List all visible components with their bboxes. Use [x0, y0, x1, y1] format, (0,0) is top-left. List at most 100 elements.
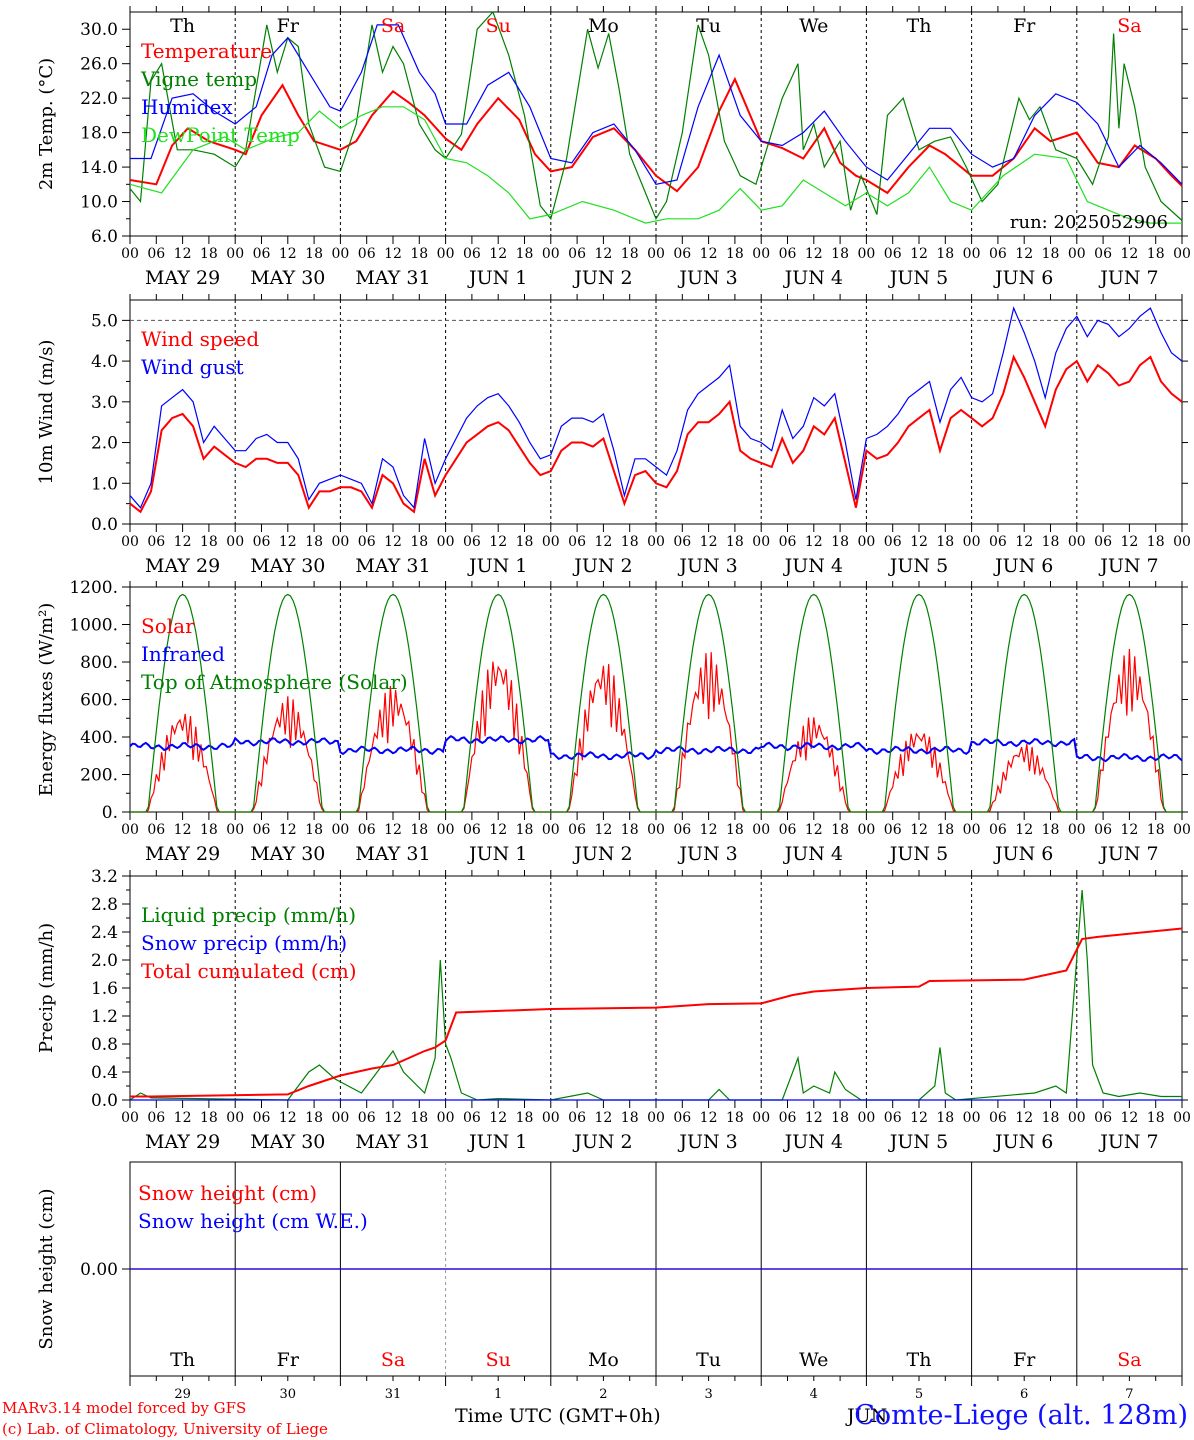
x-tick-label: 18: [726, 534, 744, 550]
y-tick-label: 2.4: [91, 923, 118, 943]
x-tick-label: 18: [410, 1110, 428, 1126]
date-label: JUN 7: [1098, 267, 1158, 289]
x-tick-label: 06: [253, 534, 271, 550]
x-tick-label: 12: [805, 1110, 823, 1126]
x-tick-label: 12: [1120, 822, 1138, 838]
x-tick-label: 18: [936, 1110, 954, 1126]
x-tick-label: 18: [200, 822, 218, 838]
x-tick-label: 18: [936, 534, 954, 550]
x-tick-label: 00: [121, 246, 139, 262]
x-axis-title: Time UTC (GMT+0h): [455, 1405, 661, 1427]
x-tick-label: 18: [936, 246, 954, 262]
x-tick-label: 18: [726, 246, 744, 262]
y-tick-label: 1200.: [69, 578, 118, 598]
day-name: Fr: [277, 1349, 300, 1371]
x-tick-label: 06: [779, 822, 797, 838]
y-tick-label: 26.0: [80, 55, 118, 75]
x-tick-label: 18: [516, 1110, 534, 1126]
x-tick-label: 18: [516, 822, 534, 838]
legend-entry: Wind speed: [141, 327, 259, 351]
x-tick-label: 12: [489, 534, 507, 550]
date-label: JUN 1: [467, 555, 527, 577]
day-number: 6: [1020, 1387, 1028, 1402]
x-tick-label: 00: [752, 246, 770, 262]
x-tick-label: 00: [857, 1110, 875, 1126]
y-axis-label: 2m Temp. (°C): [36, 58, 57, 190]
y-tick-label: 600.: [80, 691, 118, 711]
legend-entry: Top of Atmosphere (Solar): [141, 670, 408, 694]
date-label: JUN 5: [888, 555, 948, 577]
y-tick-label: 0.4: [91, 1063, 118, 1083]
x-tick-label: 00: [542, 534, 560, 550]
panel-4: [122, 870, 1188, 1108]
x-tick-label: 00: [1068, 822, 1086, 838]
x-tick-label: 12: [1120, 246, 1138, 262]
x-tick-label: 18: [726, 822, 744, 838]
x-tick-label: 18: [516, 246, 534, 262]
x-axis-month: JUN: [847, 1405, 888, 1427]
series-line-total-cumulated-cm: [130, 927, 1183, 1098]
x-tick-label: 06: [989, 534, 1007, 550]
date-label: MAY 30: [250, 843, 325, 865]
date-label: JUN 1: [467, 267, 527, 289]
x-tick-label: 00: [647, 534, 665, 550]
x-tick-label: 00: [437, 822, 455, 838]
x-tick-label: 00: [752, 1110, 770, 1126]
x-tick-label: 18: [410, 822, 428, 838]
x-tick-label: 18: [305, 534, 323, 550]
y-tick-label: 4.0: [91, 352, 118, 372]
legend-entry: Snow height (cm): [138, 1181, 317, 1205]
x-tick-label: 00: [542, 1110, 560, 1126]
series-line-dewpoint-temp: [129, 106, 1182, 224]
x-tick-label: 06: [358, 822, 376, 838]
station-name: Comte-Liege (alt. 128m): [854, 1400, 1188, 1431]
date-label: JUN 7: [1098, 1131, 1158, 1153]
x-tick-label: 00: [963, 246, 981, 262]
x-tick-label: 06: [568, 246, 586, 262]
lab-credit: (c) Lab. of Climatology, University of L…: [2, 1420, 328, 1438]
x-tick-label: 00: [1068, 246, 1086, 262]
x-tick-label: 00: [542, 822, 560, 838]
x-tick-label: 18: [831, 534, 849, 550]
x-tick-label: 00: [1173, 1110, 1191, 1126]
x-tick-label: 18: [726, 1110, 744, 1126]
x-tick-label: 00: [226, 246, 244, 262]
day-number: 31: [385, 1387, 402, 1402]
x-tick-label: 18: [1147, 822, 1165, 838]
day-name: Mo: [588, 15, 619, 37]
x-tick-label: 00: [226, 534, 244, 550]
date-label: JUN 6: [993, 843, 1053, 865]
x-tick-label: 18: [200, 246, 218, 262]
day-name: Th: [907, 15, 932, 37]
y-axis-label: 10m Wind (m/s): [36, 340, 57, 485]
x-tick-label: 12: [700, 1110, 718, 1126]
x-tick-label: 18: [1042, 1110, 1060, 1126]
y-axis-label: Energy fluxes (W/m²): [36, 603, 57, 797]
x-tick-label: 06: [253, 246, 271, 262]
y-tick-label: 800.: [80, 653, 118, 673]
x-tick-label: 12: [384, 822, 402, 838]
x-tick-label: 06: [147, 534, 165, 550]
x-tick-label: 12: [910, 822, 928, 838]
date-label: JUN 1: [467, 1131, 527, 1153]
date-label: MAY 30: [250, 267, 325, 289]
day-name: Fr: [1013, 15, 1036, 37]
y-tick-label: 400.: [80, 728, 118, 748]
x-tick-label: 06: [147, 1110, 165, 1126]
x-tick-label: 18: [831, 246, 849, 262]
date-label: MAY 31: [355, 555, 430, 577]
date-label: JUN 7: [1098, 843, 1158, 865]
day-name: Th: [170, 15, 195, 37]
x-tick-label: 12: [174, 1110, 192, 1126]
x-tick-label: 06: [253, 1110, 271, 1126]
date-label: MAY 29: [145, 843, 220, 865]
x-tick-label: 06: [989, 1110, 1007, 1126]
legend-entry: Humidex: [141, 95, 233, 119]
x-tick-label: 06: [884, 822, 902, 838]
y-tick-label: 0.0: [91, 1091, 118, 1111]
x-tick-label: 12: [279, 246, 297, 262]
x-tick-label: 00: [647, 1110, 665, 1126]
series-line-infrared: [129, 734, 1183, 763]
x-tick-label: 18: [621, 246, 639, 262]
x-tick-label: 18: [936, 822, 954, 838]
